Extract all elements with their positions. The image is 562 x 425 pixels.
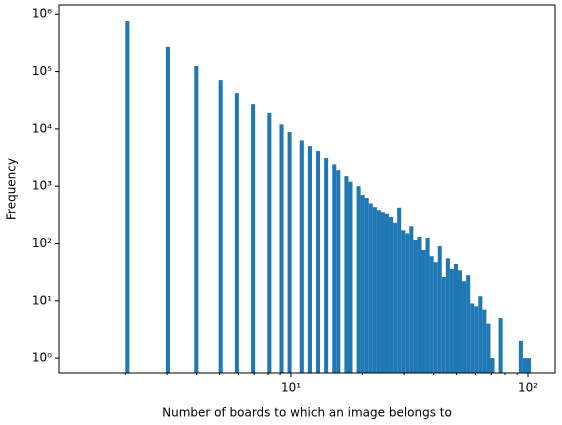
bar bbox=[332, 164, 337, 373]
bar bbox=[267, 112, 272, 373]
bar bbox=[251, 104, 256, 373]
bar bbox=[449, 268, 454, 373]
bar bbox=[336, 170, 341, 373]
y-tick-label: 10⁴ bbox=[32, 121, 52, 135]
x-axis-label: Number of boards to which an image belon… bbox=[162, 406, 452, 420]
bar bbox=[287, 132, 292, 373]
bar bbox=[356, 186, 361, 373]
bar bbox=[324, 158, 329, 373]
bar bbox=[372, 207, 377, 373]
bar bbox=[125, 21, 130, 374]
bar bbox=[413, 240, 418, 373]
bar bbox=[348, 181, 353, 373]
bar bbox=[384, 213, 390, 373]
y-tick-label: 10⁵ bbox=[32, 64, 52, 78]
bar bbox=[522, 358, 527, 373]
bar bbox=[437, 246, 442, 373]
bar bbox=[466, 275, 471, 373]
bar bbox=[433, 262, 438, 373]
bar bbox=[498, 318, 503, 373]
bar bbox=[417, 236, 422, 373]
bar bbox=[425, 237, 430, 373]
y-tick-label: 10² bbox=[32, 236, 52, 250]
bar bbox=[409, 226, 414, 373]
y-axis-label: Frequency bbox=[5, 158, 19, 220]
bar bbox=[360, 195, 365, 373]
bar bbox=[474, 306, 479, 373]
bar bbox=[393, 222, 398, 373]
bar bbox=[234, 93, 239, 374]
bar bbox=[421, 250, 426, 373]
x-tick-label: 10¹ bbox=[281, 381, 301, 395]
bar bbox=[364, 198, 369, 373]
bar bbox=[429, 256, 434, 373]
bar bbox=[307, 146, 312, 373]
y-tick-label: 10⁶ bbox=[32, 7, 52, 21]
bar bbox=[405, 233, 410, 373]
bar bbox=[299, 140, 304, 373]
bar bbox=[380, 212, 385, 373]
bar bbox=[368, 203, 373, 373]
y-tick-label: 10⁰ bbox=[32, 351, 52, 365]
bar bbox=[397, 207, 402, 373]
plot-frame bbox=[58, 4, 556, 374]
bar bbox=[315, 151, 321, 373]
y-tick-label: 10³ bbox=[32, 179, 52, 193]
bar bbox=[389, 216, 394, 373]
bar bbox=[486, 323, 491, 373]
bar bbox=[344, 176, 349, 373]
bar bbox=[490, 358, 495, 373]
bar bbox=[218, 80, 223, 373]
bar bbox=[518, 340, 523, 373]
bar bbox=[478, 296, 483, 373]
bar bbox=[441, 277, 446, 373]
bar bbox=[401, 230, 406, 373]
bar bbox=[470, 303, 475, 373]
bar bbox=[279, 124, 284, 373]
bar bbox=[165, 46, 170, 374]
bar bbox=[194, 66, 199, 374]
bar bbox=[462, 281, 467, 373]
bar bbox=[445, 258, 450, 373]
bar bbox=[457, 270, 463, 373]
bar bbox=[482, 309, 487, 373]
bar bbox=[453, 263, 458, 373]
bar bbox=[376, 210, 381, 373]
y-tick-label: 10¹ bbox=[32, 293, 52, 307]
x-tick-label: 10² bbox=[518, 381, 538, 395]
bar bbox=[526, 358, 532, 373]
